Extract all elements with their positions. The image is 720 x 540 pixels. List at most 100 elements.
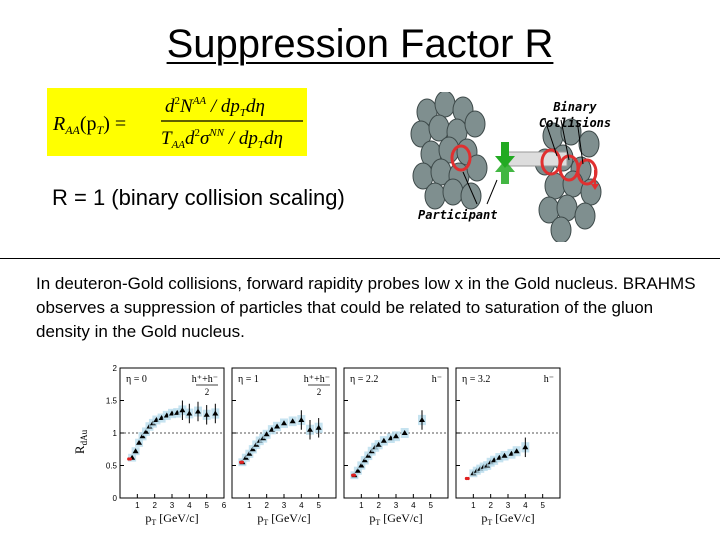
data-point [186,410,193,416]
formula-lhs: RAA(pT) = [52,113,126,137]
x-axis-label: pT [GeV/c] [369,511,422,527]
x-tick-label: 6 [222,501,227,510]
nucleon-14 [424,182,446,210]
x-tick-label: 1 [471,501,476,510]
divider-line [0,258,720,259]
slide-title: Suppression Factor R [166,22,554,66]
data-point [315,424,322,430]
species-label: h⁺+h⁻ [304,374,330,385]
x-tick-label: 5 [428,501,433,510]
x-tick-label: 5 [316,501,321,510]
eta-label: η = 2.2 [350,374,378,385]
panel-1: 1 2 3 4 5 pT [GeV/c] η = 1 h⁺+h⁻ 2 [231,367,337,527]
binary-pointer-3 [576,119,584,165]
data-point [179,407,186,413]
eta-label: η = 3.2 [462,374,490,385]
x-tick-label: 3 [394,501,399,510]
x-tick-label: 1 [135,501,140,510]
reference-point [240,460,244,464]
data-point [513,448,520,454]
x-tick-label: 1 [247,501,252,510]
panel-0: 0 0.5 1 1.5 2 1 2 3 4 5 6 pT [GeV/c] η = 0 h⁺+h⁻ 2 [106,364,227,527]
target-nucleon-11 [574,202,596,230]
data-point [136,439,143,445]
target-nucleon-12 [550,216,572,242]
motion-arrow-icon [495,142,515,168]
formula-svg: RAA(pT) = d2NAA / dpTdη TAAd2σNN / dpTdη [52,95,303,151]
x-tick-label: 5 [540,501,545,510]
nucleon-6 [464,110,486,138]
data-point [419,417,425,422]
data-point [195,408,201,414]
binary-pointer-1 [544,119,558,157]
species-label: h⁻ [544,374,554,385]
data-point [212,410,219,416]
rdau-panels: RdAu 0 0.5 1 1.5 2 1 2 3 4 5 6 pT [GeV/c] η = 0 h⁺+h⁻ 2… [72,364,561,527]
eta-label: η = 1 [238,374,259,385]
species-label: h⁺+h⁻ [192,374,218,385]
data-point [358,462,365,468]
panel-2: 1 2 3 4 5 pT [GeV/c] η = 2.2 h⁻ [343,367,449,527]
x-tick-label: 1 [359,501,364,510]
data-point [143,428,149,434]
y-tick-label: 0 [113,494,118,503]
data-point [354,467,361,473]
formula-numerator: d2NAA / dpTdη [165,95,265,119]
participant-ring-0 [450,144,472,172]
x-tick-label: 3 [170,501,175,510]
x-tick-label: 3 [506,501,511,510]
data-point [401,430,408,435]
target-nucleon-1 [560,118,582,146]
participant-label: Participant [418,208,498,222]
data-point [380,437,387,443]
x-tick-label: 4 [187,501,192,510]
y-axis-label: RdAu [72,429,89,454]
raa-formula: RAA(pT) = d2NAA / dpTdη TAAd2σNN / dpTdη [47,88,307,156]
y-tick-label: 0.5 [106,462,118,471]
nucleon-15 [442,178,464,206]
data-point [274,423,281,429]
x-tick-label: 2 [488,501,493,510]
binary-pointer-2 [560,119,570,161]
x-tick-label: 2 [152,501,157,510]
x-axis-label: pT [GeV/c] [481,511,534,527]
nucleon-16 [460,182,482,210]
x-tick-label: 4 [411,501,416,510]
x-axis-label: pT [GeV/c] [145,511,198,527]
data-point [281,420,287,426]
x-tick-label: 5 [204,501,209,510]
species-denominator: 2 [317,387,322,397]
eta-label: η = 0 [126,374,147,385]
data-point [203,411,210,417]
species-label: h⁻ [432,374,442,385]
data-point [501,452,508,458]
body-paragraph: In deuteron-Gold collisions, forward rap… [36,274,696,341]
participant-pointer-1 [462,171,478,205]
reference-point [128,457,132,461]
data-point [298,417,305,422]
y-tick-label: 2 [113,364,118,373]
brahms-figure: RdAu 0 0.5 1 1.5 2 1 2 3 4 5 6 pT [GeV/c] η = 0 h⁺+h⁻ 2… [70,362,582,530]
panel-3: 1 2 3 4 5 pT [GeV/c] η = 3.2 h⁻ [455,367,561,527]
target-nucleon-2 [578,130,600,158]
data-point [522,444,529,450]
binary-collisions-label: Binary Collisions [538,100,612,130]
x-tick-label: 4 [523,501,528,510]
data-point [393,433,399,439]
data-point [132,448,139,454]
species-denominator: 2 [205,387,210,397]
reference-point [466,476,470,481]
collision-diagram [410,92,602,242]
ratio-statement: R = 1 (binary collision scaling) [52,185,345,210]
y-tick-label: 1.5 [106,397,118,406]
data-point [307,426,313,432]
x-tick-label: 4 [299,501,304,510]
x-tick-label: 2 [264,501,269,510]
nucleon-1 [434,92,456,118]
formula-denominator: TAAd2σNN / dpTdη [161,127,283,151]
target-nucleon-7 [562,170,584,198]
x-tick-label: 2 [376,501,381,510]
data-point [263,431,270,437]
participant-pointer-2 [486,179,498,205]
x-axis-label: pT [GeV/c] [257,511,310,527]
